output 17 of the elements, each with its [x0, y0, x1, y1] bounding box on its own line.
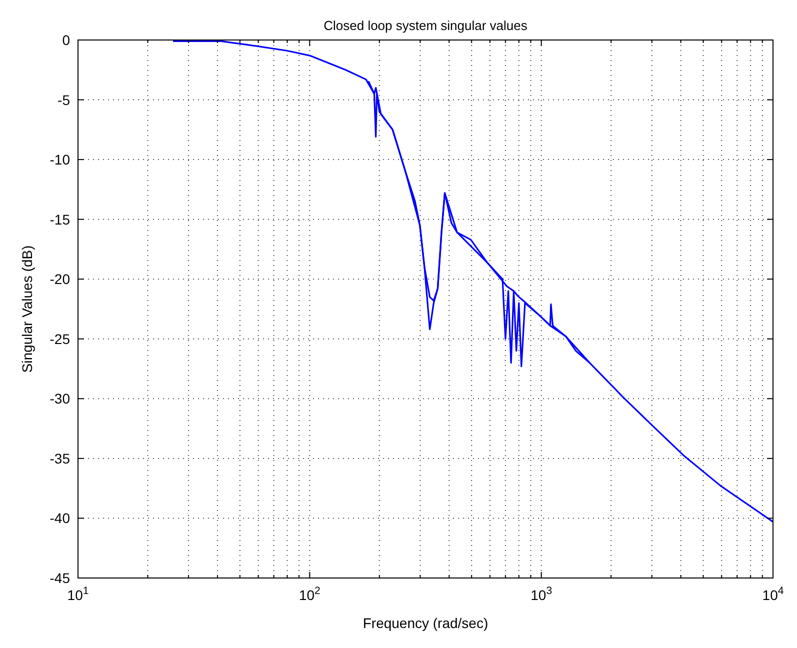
y-tick-label: -35 — [50, 450, 70, 466]
y-tick-label: -25 — [50, 330, 70, 347]
chart-title: Closed loop system singular values — [324, 18, 528, 33]
y-tick-label: -40 — [50, 510, 70, 526]
x-tick-label: 10$^{2}$ — [298, 585, 321, 603]
y-tick-label: -5 — [58, 92, 70, 108]
x-tick-label: 10$^{1}$ — [67, 585, 89, 603]
y-axis-title: Singular Values (dB) — [19, 245, 35, 373]
y-tick-label: -30 — [50, 390, 70, 407]
y-tick-label: -10 — [50, 152, 70, 168]
y-tick-label: -20 — [50, 271, 70, 288]
x-axis-title: Frequency (rad/sec) — [362, 615, 488, 631]
y-tick-label: -15 — [50, 211, 70, 228]
x-tick-label: 10$^{4}$ — [762, 585, 784, 603]
y-tick-label: 0 — [62, 32, 70, 48]
y-tick-label: -45 — [50, 570, 70, 586]
x-tick-label: 10$^{3}$ — [530, 585, 552, 603]
